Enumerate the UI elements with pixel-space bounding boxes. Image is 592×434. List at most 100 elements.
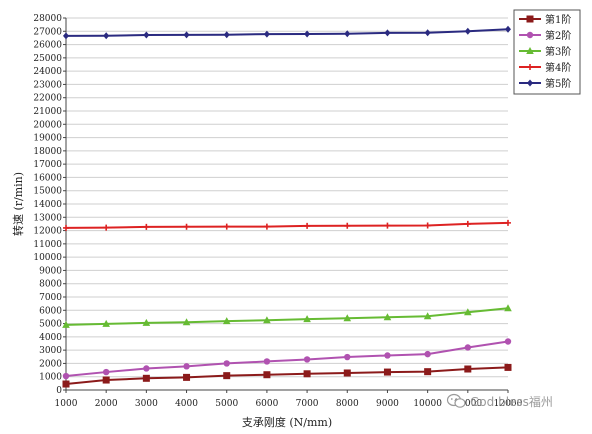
data-point	[464, 344, 472, 351]
x-tick-label: 7000	[296, 399, 319, 409]
data-point	[343, 314, 352, 322]
data-point	[183, 223, 190, 230]
data-point	[263, 358, 271, 365]
legend-label: 第1阶	[545, 13, 571, 26]
data-point	[143, 223, 150, 230]
data-point	[103, 224, 110, 231]
data-point	[102, 368, 110, 376]
data-point	[384, 222, 391, 229]
data-point	[183, 373, 191, 381]
series-1	[62, 363, 512, 388]
y-tick-label: 13000	[33, 213, 62, 223]
y-tick-label: 7000	[39, 293, 62, 303]
legend-item: 第3阶	[519, 45, 571, 58]
y-tick-label: 23000	[33, 80, 62, 90]
data-point	[304, 222, 311, 229]
data-point	[383, 313, 392, 321]
data-point	[424, 29, 431, 37]
y-tick-label: 18000	[33, 147, 62, 157]
x-tick-label: 10000	[413, 399, 442, 409]
data-point	[505, 25, 511, 33]
x-tick-label: 6000	[255, 399, 278, 409]
data-point	[344, 222, 351, 229]
data-point	[464, 220, 471, 227]
data-point	[526, 31, 534, 39]
data-point	[303, 356, 311, 363]
y-tick-label: 8000	[39, 280, 62, 290]
legend-item: 第4阶	[519, 61, 571, 74]
legend-label: 第3阶	[545, 45, 571, 58]
data-point	[223, 372, 231, 380]
data-point	[464, 27, 471, 35]
x-tick-label: 4000	[175, 399, 198, 409]
legend-label: 第5阶	[545, 77, 571, 90]
data-point	[464, 365, 472, 373]
data-point	[464, 308, 472, 316]
wechat-icon	[446, 393, 466, 408]
legend-label: 第2阶	[545, 29, 571, 42]
y-tick-label: 9000	[39, 266, 62, 276]
data-point	[526, 47, 534, 54]
data-point	[304, 30, 311, 38]
data-point	[183, 363, 190, 370]
legend-item: 第1阶	[519, 13, 571, 26]
y-tick-label: 20000	[33, 120, 62, 130]
series-4	[63, 219, 511, 231]
x-tick-label: 12000	[494, 399, 523, 409]
data-point	[142, 318, 151, 326]
data-point	[527, 79, 533, 87]
y-axis-title: 转速 (r/min)	[11, 172, 25, 236]
data-point	[384, 29, 391, 37]
legend-item: 第5阶	[519, 77, 571, 90]
data-point	[223, 31, 230, 39]
data-point	[63, 32, 69, 40]
series-5	[63, 25, 511, 40]
data-point	[62, 372, 70, 380]
watermark-text: God bless福州	[470, 394, 553, 409]
data-point	[223, 360, 230, 367]
y-tick-label: 16000	[33, 173, 62, 183]
data-point	[102, 376, 110, 384]
y-tick-label: 26000	[33, 41, 62, 51]
data-point	[103, 32, 110, 40]
data-point	[424, 222, 431, 229]
x-tick-label: 3000	[135, 399, 158, 409]
data-point	[62, 320, 70, 328]
data-point	[384, 352, 391, 359]
y-tick-label: 1000	[39, 373, 62, 383]
series-group	[62, 25, 512, 388]
data-point	[344, 30, 351, 38]
series-3	[62, 304, 512, 328]
data-point	[504, 338, 512, 345]
gridlines	[66, 17, 508, 391]
data-point	[182, 318, 191, 326]
data-point	[504, 363, 512, 371]
x-tick-label: 9000	[376, 399, 399, 409]
y-tick-label: 28000	[33, 14, 62, 24]
data-point	[505, 219, 511, 226]
legend-item: 第2阶	[519, 29, 571, 42]
y-tick-label: 14000	[33, 200, 62, 210]
y-tick-label: 2000	[39, 359, 62, 369]
data-point	[527, 64, 533, 70]
y-tick-label: 21000	[33, 107, 62, 117]
series-2	[62, 338, 512, 380]
legend-label: 第4阶	[545, 61, 571, 74]
data-point	[423, 312, 432, 320]
data-point	[424, 368, 432, 376]
y-tick-label: 10000	[33, 253, 62, 263]
y-tick-label: 25000	[33, 54, 62, 64]
data-point	[63, 224, 69, 231]
data-point	[143, 365, 150, 372]
y-tick-label: 3000	[39, 346, 62, 356]
data-point	[62, 380, 70, 388]
data-point	[143, 31, 150, 39]
data-point	[424, 350, 431, 358]
x-tick-label: 8000	[336, 399, 359, 409]
data-point	[343, 369, 351, 377]
watermark: God bless福州	[446, 393, 553, 409]
data-point	[504, 304, 512, 312]
